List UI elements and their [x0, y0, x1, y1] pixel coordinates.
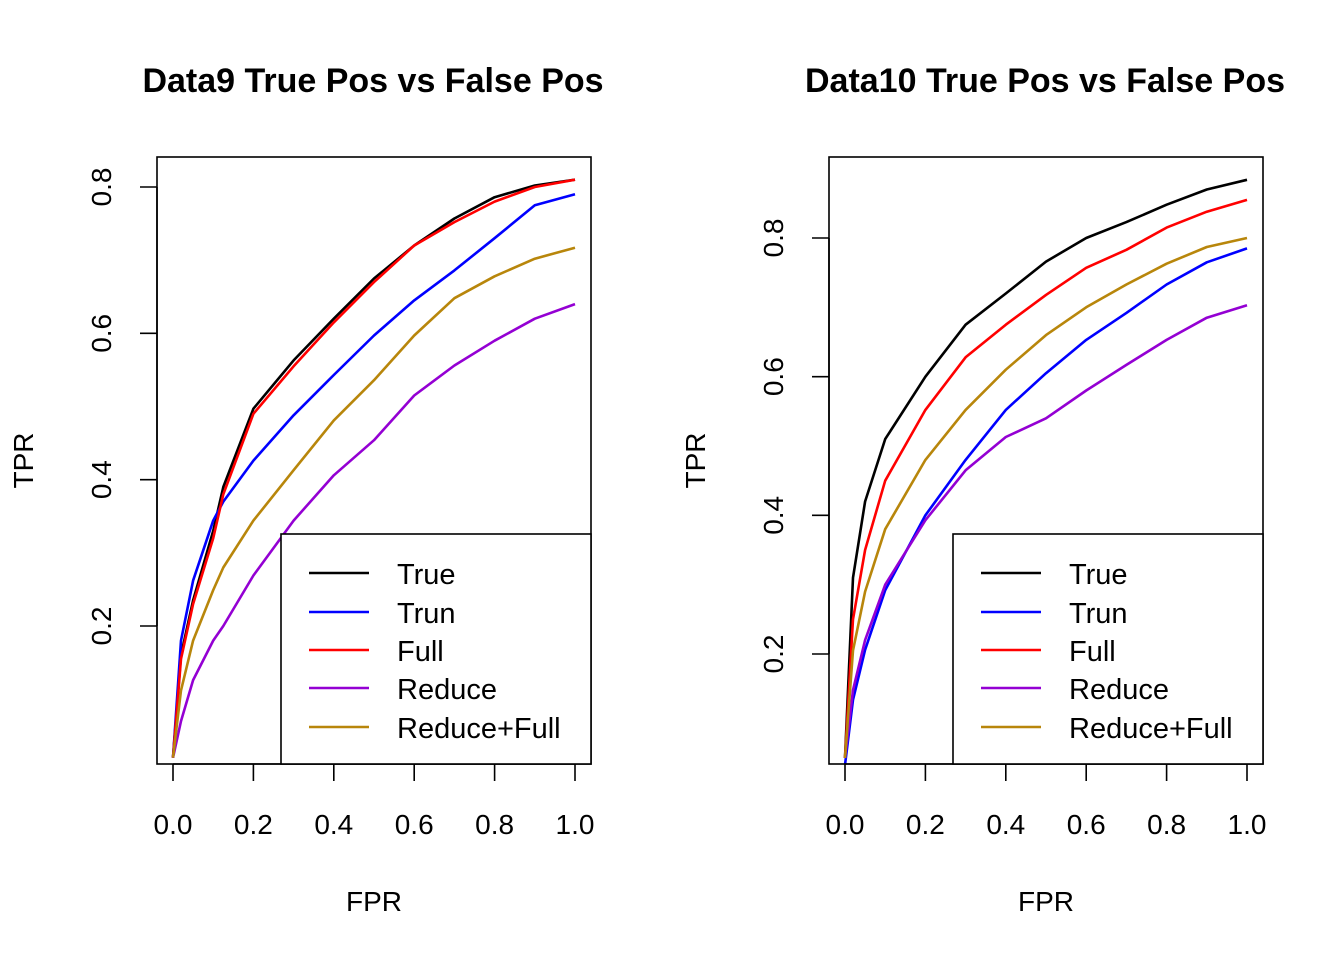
legend-item: Reduce+Full: [981, 713, 1233, 745]
legend-label: Reduce+Full: [397, 713, 561, 745]
x-tick-label: 0.6: [395, 809, 434, 840]
legend-item: Trun: [981, 598, 1128, 630]
x-axis-label: FPR: [346, 886, 402, 917]
x-tick-label: 0.0: [154, 809, 193, 840]
legend-label: True: [1069, 559, 1128, 591]
x-axis-label: FPR: [1018, 886, 1074, 917]
chart-title: Data9 True Pos vs False Pos: [142, 62, 603, 100]
legend-label: Full: [1069, 636, 1116, 668]
y-tick-label: 0.2: [86, 607, 117, 646]
series-group: [171, 178, 576, 758]
series-line-trun: [843, 247, 1248, 764]
x-tick-label: 1.0: [1228, 809, 1267, 840]
x-tick-label: 0.8: [1147, 809, 1186, 840]
legend-item: Trun: [309, 598, 456, 630]
series-line-reduce-plus-full: [171, 246, 576, 758]
legend-item: Reduce+Full: [309, 713, 561, 745]
chart-panel-2: Data10 True Pos vs False Pos FPR TPR 0.0 0.2…: [680, 62, 1285, 917]
legend-label: Reduce+Full: [1069, 713, 1233, 745]
legend: True Trun Full Reduce Reduce+Full: [280, 533, 592, 765]
legend-item: Reduce: [309, 674, 497, 706]
series-line-reduce: [171, 302, 576, 758]
y-axis-label: TPR: [8, 433, 39, 489]
legend-label: True: [397, 559, 456, 591]
y-tick-label: 0.4: [758, 496, 789, 535]
legend-label: Trun: [397, 598, 456, 630]
x-tick-label: 0.8: [475, 809, 514, 840]
y-tick-label: 0.6: [758, 357, 789, 396]
series-line-full: [843, 198, 1248, 759]
legend-item: True: [981, 559, 1128, 591]
y-tick-label: 0.4: [86, 460, 117, 499]
x-tick-label: 0.4: [986, 809, 1025, 840]
x-tick-label: 0.6: [1067, 809, 1106, 840]
series-line-true: [843, 178, 1248, 759]
chart-title: Data10 True Pos vs False Pos: [805, 62, 1285, 100]
series-group: [843, 178, 1248, 764]
chart-panel-1: Data9 True Pos vs False Pos FPR TPR 0.0 0.2 0…: [8, 62, 604, 917]
y-axis-label: TPR: [680, 433, 711, 489]
x-tick-label: 0.0: [826, 809, 865, 840]
legend: True Trun Full Reduce Reduce+Full: [952, 533, 1264, 765]
legend-label: Reduce: [1069, 674, 1169, 706]
legend-label: Trun: [1069, 598, 1128, 630]
legend-item: Reduce: [981, 674, 1169, 706]
x-tick-label: 1.0: [556, 809, 595, 840]
y-tick-label: 0.6: [86, 314, 117, 353]
series-line-full: [171, 178, 576, 758]
y-tick-label: 0.2: [758, 635, 789, 674]
y-tick-label: 0.8: [86, 168, 117, 207]
y-tick-label: 0.8: [758, 219, 789, 258]
legend-label: Reduce: [397, 674, 497, 706]
series-line-trun: [171, 193, 576, 758]
series-line-reduce-plus-full: [843, 236, 1248, 759]
series-line-reduce: [843, 304, 1248, 759]
legend-item: Full: [981, 636, 1116, 668]
x-tick-label: 0.4: [314, 809, 353, 840]
x-tick-label: 0.2: [906, 809, 945, 840]
legend-label: Full: [397, 636, 444, 668]
legend-item: True: [309, 559, 456, 591]
x-tick-label: 0.2: [234, 809, 273, 840]
legend-item: Full: [309, 636, 444, 668]
